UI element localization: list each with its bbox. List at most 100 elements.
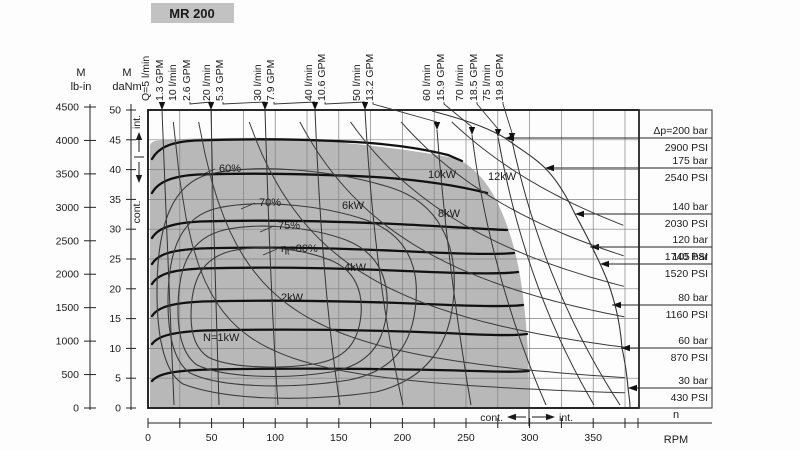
outer-axis-unit: lb-in (71, 81, 92, 93)
efficiency-contour (190, 247, 362, 368)
down-arrow-icon (468, 127, 476, 135)
power-label: 4kW (344, 262, 367, 274)
down-arrow-icon (135, 175, 143, 183)
lbin-tick-label: 2500 (56, 235, 80, 247)
q-label-leader (476, 102, 499, 130)
lbin-tick-label: 500 (61, 369, 79, 381)
q-label-leader (502, 102, 513, 134)
left-zone-cont-label: cont. (131, 201, 143, 224)
danm-tick-label: 5 (115, 373, 121, 385)
lbin-tick-label: 3000 (56, 202, 80, 214)
danm-tick-label: 15 (109, 313, 121, 325)
flow-lpm-label: 50 l/min (351, 64, 363, 101)
lbin-tick-label: 3500 (56, 168, 80, 180)
power-curve (299, 121, 625, 318)
lbin-tick-label: 2000 (56, 269, 80, 281)
left-arrow-icon (545, 164, 554, 172)
pressure-bar-label: 30 bar (678, 375, 708, 387)
efficiency-label: ηt=80% (281, 243, 318, 257)
x-axis-unit: RPM (664, 434, 688, 446)
pressure-psi-label: 2900 PSI (665, 142, 708, 154)
bottom-zone-cont-label: cont. (480, 412, 503, 424)
pressure-psi-label: 2030 PSI (665, 218, 708, 230)
pressure-bar-label: 175 bar (672, 155, 708, 167)
danm-tick-label: 30 (109, 224, 121, 236)
left-zone-int-label: int. (131, 115, 143, 129)
chart-title: MR 200 (169, 6, 215, 21)
power-label: 8kW (438, 208, 461, 220)
left-arrow-icon (612, 301, 621, 309)
flow-lpm-label: 20 l/min (201, 64, 213, 101)
dp-curve (150, 246, 516, 266)
dp-curve (150, 172, 489, 195)
inner-axis-name: M (122, 67, 131, 79)
down-arrow-icon (508, 133, 516, 141)
x-tick-label: 50 (206, 432, 218, 444)
efficiency-label-leader (200, 168, 216, 176)
danm-tick-label: 25 (109, 254, 121, 266)
pressure-psi-label: 1740 PSI (665, 251, 708, 263)
flow-lpm-label: 60 l/min (421, 64, 433, 101)
q-line (471, 134, 547, 406)
left-arrow-icon (590, 243, 599, 251)
down-arrow-icon (433, 122, 441, 130)
right-arrow-icon (546, 413, 555, 421)
q-line (264, 109, 279, 406)
q-line (436, 129, 472, 406)
flow-gpm-label: 7.9 GPM (265, 60, 277, 101)
lbin-tick-label: 4000 (56, 135, 80, 147)
pressure-bar-label: 80 bar (678, 292, 708, 304)
q-label-leader (372, 102, 438, 123)
flow-gpm-label: 18.5 GPM (468, 54, 480, 101)
q-label-leader (324, 101, 366, 105)
q-label-leader (273, 101, 316, 105)
down-arrow-icon (494, 129, 502, 137)
dp-curve (150, 367, 530, 383)
flow-lpm-label: 40 l/min (303, 64, 315, 101)
q-label-leader (222, 101, 266, 105)
left-arrow-icon (575, 210, 584, 218)
flow-gpm-label: 2.6 GPM (181, 60, 193, 101)
pressure-bar-label: 60 bar (678, 335, 708, 347)
left-arrow-icon (507, 413, 516, 421)
flow-lpm-label: 70 l/min (454, 64, 466, 101)
efficiency-contour (177, 225, 388, 377)
lbin-tick-label: 0 (73, 403, 79, 415)
power-curve (400, 121, 624, 257)
power-label: 12kW (488, 171, 517, 183)
left-arrow-icon (628, 384, 637, 392)
danm-tick-label: 40 (109, 164, 121, 176)
q-line (210, 109, 220, 406)
danm-tick-label: 10 (109, 343, 121, 355)
q-label-leader (443, 102, 473, 128)
pressure-label-column (638, 109, 713, 409)
pressure-bar-label: Δp=200 bar (653, 125, 708, 137)
q-label-leader (189, 101, 212, 105)
x-tick-label: 150 (330, 432, 348, 444)
power-curve (198, 121, 625, 379)
power-label: 6kW (342, 200, 365, 212)
power-curve (350, 121, 625, 287)
title-box (151, 3, 234, 23)
outer-axis-name: M (76, 67, 85, 79)
lbin-tick-label: 1500 (56, 302, 80, 314)
efficiency-label-leader (240, 202, 256, 210)
x-tick-label: 0 (145, 432, 151, 444)
down-arrow-icon (158, 102, 166, 110)
x-tick-label: 100 (266, 432, 284, 444)
flow-gpm-label: 13.2 GPM (364, 54, 376, 101)
x-tick-label: 300 (521, 432, 539, 444)
power-curve (248, 121, 625, 348)
flow-gpm-label: 10.6 GPM (316, 54, 328, 101)
danm-tick-label: 20 (109, 283, 121, 295)
q-line (161, 109, 175, 406)
flow-lpm-label: 30 l/min (252, 64, 264, 101)
efficiency-label-leader (259, 225, 275, 233)
bottom-zone-int-label: int. (559, 412, 573, 424)
efficiency-label: 60% (219, 163, 241, 175)
q-line (511, 140, 621, 406)
dp-curve (150, 266, 520, 286)
power-label: 10kW (428, 169, 457, 181)
